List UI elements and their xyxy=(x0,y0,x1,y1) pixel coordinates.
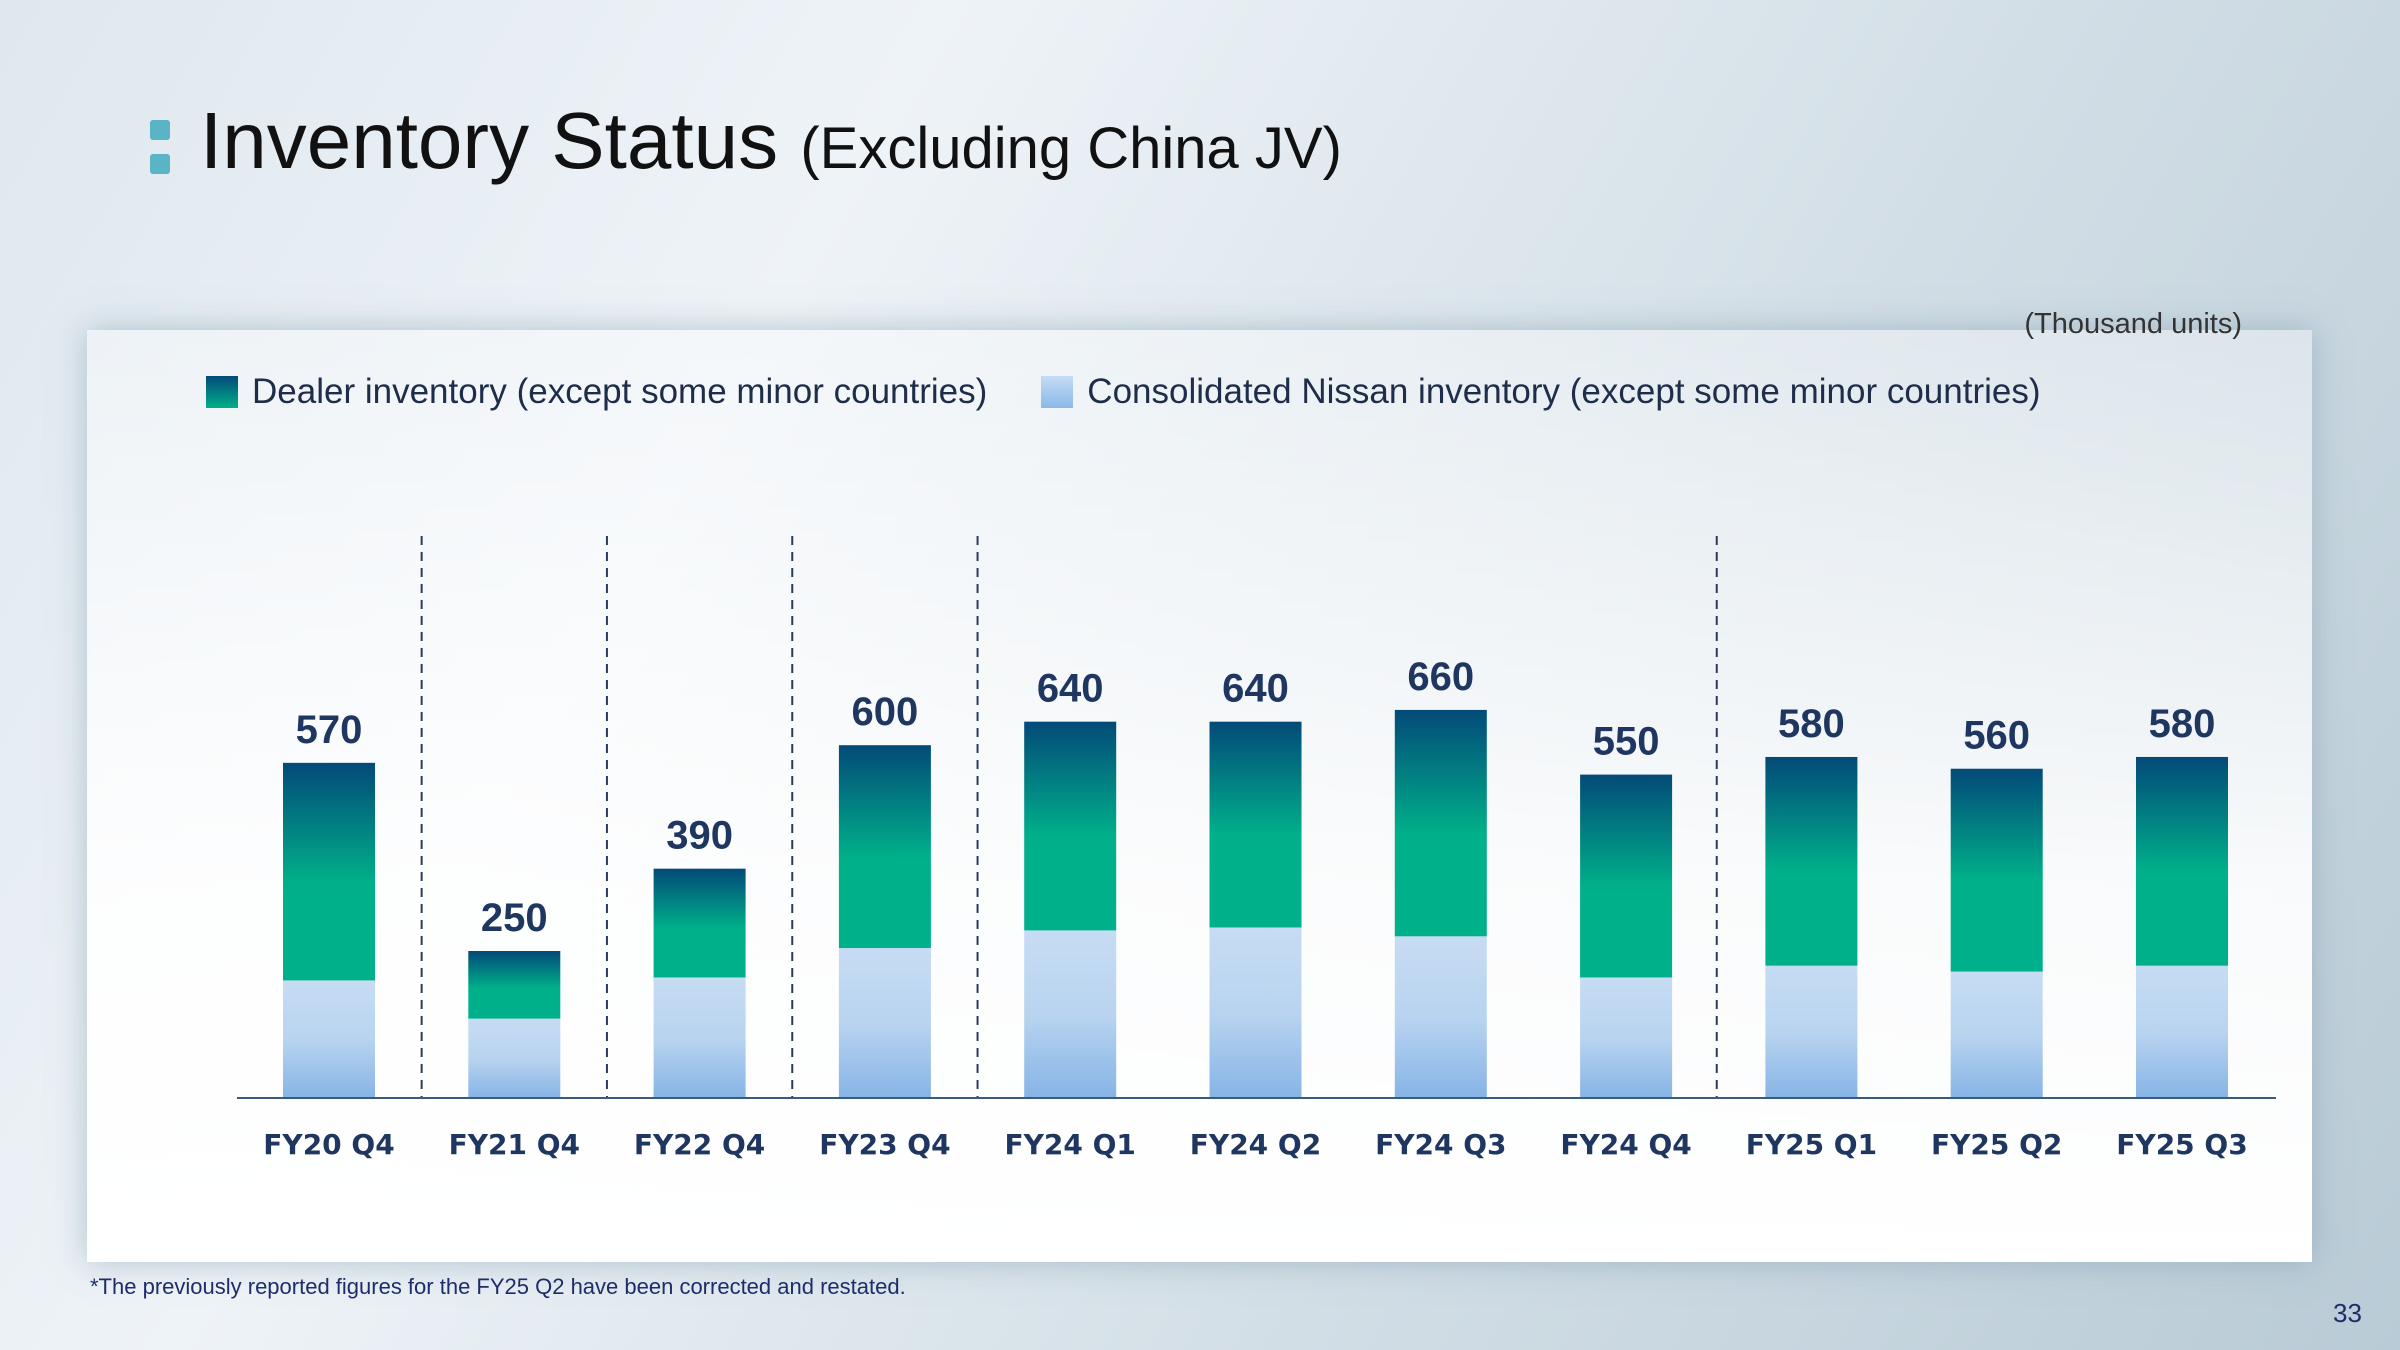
legend: Dealer inventory (except some minor coun… xyxy=(206,372,2041,412)
x-tick-label: FY24 Q3 xyxy=(1375,1128,1506,1161)
total-label: 640 xyxy=(1037,667,1104,711)
bar-dealer xyxy=(653,868,746,978)
legend-swatch-consolidated xyxy=(1041,376,1074,408)
footnote: *The previously reported figures for the… xyxy=(90,1274,906,1299)
bar-consolidated xyxy=(468,1018,561,1098)
total-label: 550 xyxy=(1593,720,1660,764)
x-tick-label: FY22 Q4 xyxy=(634,1128,765,1161)
bar-consolidated xyxy=(1209,927,1302,1098)
legend-swatch-dealer xyxy=(206,376,238,408)
bar-dealer xyxy=(1580,774,1673,978)
bar-consolidated xyxy=(1765,965,1858,1098)
x-tick-label: FY25 Q3 xyxy=(2116,1128,2247,1161)
title-bullet-icon xyxy=(150,120,170,188)
x-tick-label: FY23 Q4 xyxy=(819,1128,950,1161)
bar-dealer xyxy=(1209,721,1302,928)
bar-consolidated xyxy=(838,948,931,1098)
bar-consolidated xyxy=(1394,936,1487,1098)
x-tick-label: FY25 Q1 xyxy=(1746,1128,1877,1161)
bar-consolidated xyxy=(1950,971,2043,1098)
total-label: 600 xyxy=(852,690,919,734)
bar-consolidated xyxy=(2136,965,2228,1098)
bar-dealer xyxy=(1950,768,2043,972)
bar-consolidated xyxy=(1024,930,1117,1098)
title-sub: (Excluding China JV) xyxy=(800,116,1342,181)
total-label: 640 xyxy=(1222,667,1289,711)
units-label: (Thousand units) xyxy=(2024,308,2242,340)
legend-label-dealer: Dealer inventory (except some minor coun… xyxy=(252,372,988,411)
x-tick-label: FY25 Q2 xyxy=(1931,1128,2062,1161)
bar-dealer xyxy=(283,762,375,981)
page-number: 33 xyxy=(2333,1298,2362,1328)
total-label: 570 xyxy=(296,708,363,752)
total-label: 390 xyxy=(666,814,733,858)
bar-dealer xyxy=(468,951,561,1019)
x-tick-label: FY20 Q4 xyxy=(263,1128,394,1161)
bar-dealer xyxy=(838,745,931,949)
chart-panel xyxy=(87,330,2312,1262)
page-title: Inventory Status (Excluding China JV) xyxy=(200,95,1342,187)
bar-consolidated xyxy=(653,977,746,1098)
bar-dealer xyxy=(1394,709,1487,937)
bar-dealer xyxy=(2136,756,2228,966)
total-label: 560 xyxy=(1963,714,2030,758)
title-main: Inventory Status xyxy=(200,96,779,185)
bar-consolidated xyxy=(1580,977,1673,1098)
legend-label-consolidated: Consolidated Nissan inventory (except so… xyxy=(1087,372,2041,411)
x-tick-label: FY21 Q4 xyxy=(449,1128,580,1161)
x-tick-label: FY24 Q1 xyxy=(1004,1128,1135,1161)
x-tick-label: FY24 Q2 xyxy=(1190,1128,1321,1161)
x-tick-label: FY24 Q4 xyxy=(1560,1128,1691,1161)
bar-dealer xyxy=(1024,721,1117,931)
total-label: 660 xyxy=(1407,655,1474,699)
bar-consolidated xyxy=(283,980,375,1098)
total-label: 250 xyxy=(481,896,548,940)
bar-dealer xyxy=(1765,756,1858,966)
total-label: 580 xyxy=(1778,702,1845,746)
total-label: 580 xyxy=(2149,702,2216,746)
